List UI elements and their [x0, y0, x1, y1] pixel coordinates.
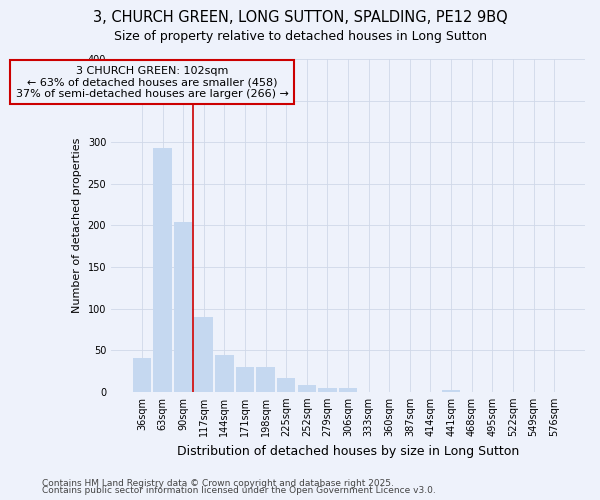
Bar: [442, 390, 460, 392]
Bar: [339, 388, 358, 392]
Text: Contains HM Land Registry data © Crown copyright and database right 2025.: Contains HM Land Registry data © Crown c…: [42, 478, 394, 488]
Bar: [133, 358, 151, 392]
Bar: [256, 367, 275, 392]
Text: Contains public sector information licensed under the Open Government Licence v3: Contains public sector information licen…: [42, 486, 436, 495]
Bar: [174, 222, 193, 392]
Bar: [215, 355, 233, 392]
Text: 3 CHURCH GREEN: 102sqm
← 63% of detached houses are smaller (458)
37% of semi-de: 3 CHURCH GREEN: 102sqm ← 63% of detached…: [16, 66, 289, 99]
Bar: [153, 148, 172, 392]
Text: Size of property relative to detached houses in Long Sutton: Size of property relative to detached ho…: [113, 30, 487, 43]
Text: 3, CHURCH GREEN, LONG SUTTON, SPALDING, PE12 9BQ: 3, CHURCH GREEN, LONG SUTTON, SPALDING, …: [92, 10, 508, 25]
X-axis label: Distribution of detached houses by size in Long Sutton: Distribution of detached houses by size …: [177, 444, 519, 458]
Bar: [318, 388, 337, 392]
Bar: [298, 385, 316, 392]
Bar: [277, 378, 295, 392]
Bar: [236, 367, 254, 392]
Bar: [194, 317, 213, 392]
Y-axis label: Number of detached properties: Number of detached properties: [72, 138, 82, 313]
